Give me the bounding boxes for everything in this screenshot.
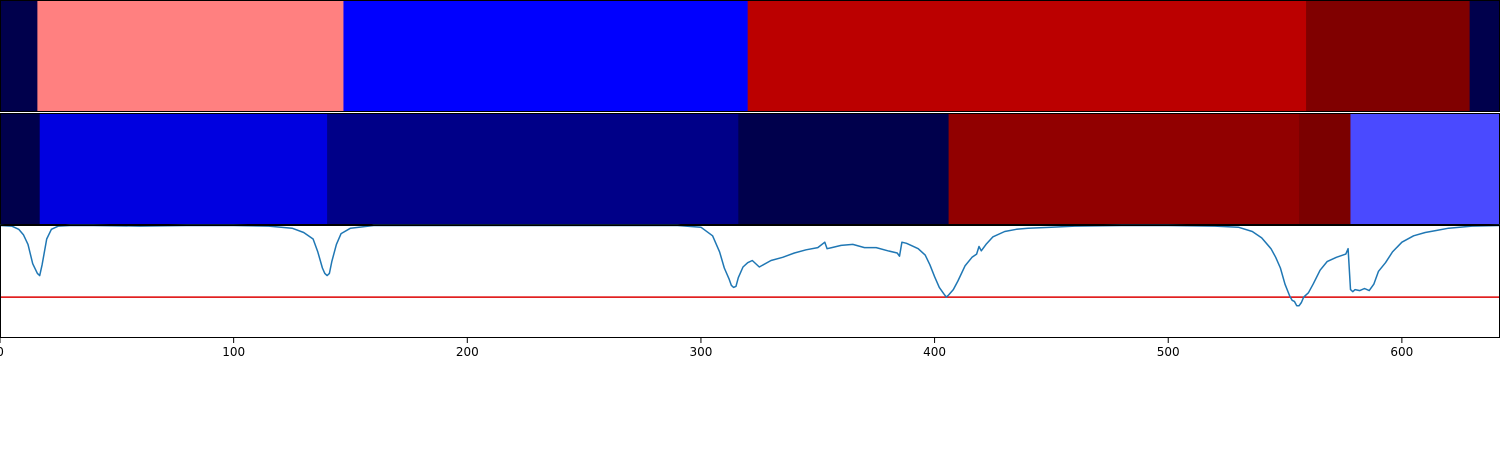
- heatmap-row-1-segment-5: [1306, 0, 1471, 112]
- heatmap-row-2-segment-3: [327, 113, 739, 225]
- x-tick-label-0: 0: [0, 345, 4, 359]
- heatmap-row-1: [0, 0, 1500, 112]
- series-line: [0, 224, 1500, 307]
- x-tick-label-300: 300: [689, 345, 712, 359]
- heatmap-row-1-segment-6: [1469, 0, 1500, 112]
- heatmap-row-2-segment-5: [948, 113, 1300, 225]
- heatmap-row-1-segment-1: [0, 0, 38, 112]
- heatmap-row-2-segment-1: [0, 113, 41, 225]
- x-tick-label-100: 100: [222, 345, 245, 359]
- x-tick-label-500: 500: [1157, 345, 1180, 359]
- x-tick-label-400: 400: [923, 345, 946, 359]
- x-axis: 0 100 200 300 400 500 600: [0, 338, 1413, 359]
- line-plot: 0 100 200 300 400 500 600: [0, 224, 1500, 359]
- heatmap-row-2-segment-6: [1299, 113, 1351, 225]
- heatmap-row-2-segment-2: [39, 113, 328, 225]
- heatmap-row-1-segment-4: [747, 0, 1307, 112]
- heatmap-row-1-segment-3: [343, 0, 749, 112]
- x-tick-label-600: 600: [1390, 345, 1413, 359]
- plot-frame: [0, 225, 1500, 338]
- heatmap-row-2: [0, 113, 1500, 225]
- heatmap-row-2-segment-4: [738, 113, 950, 225]
- x-tick-label-200: 200: [456, 345, 479, 359]
- heatmap-row-2-segment-7: [1350, 113, 1500, 225]
- heatmap-row-1-segment-2: [37, 0, 344, 112]
